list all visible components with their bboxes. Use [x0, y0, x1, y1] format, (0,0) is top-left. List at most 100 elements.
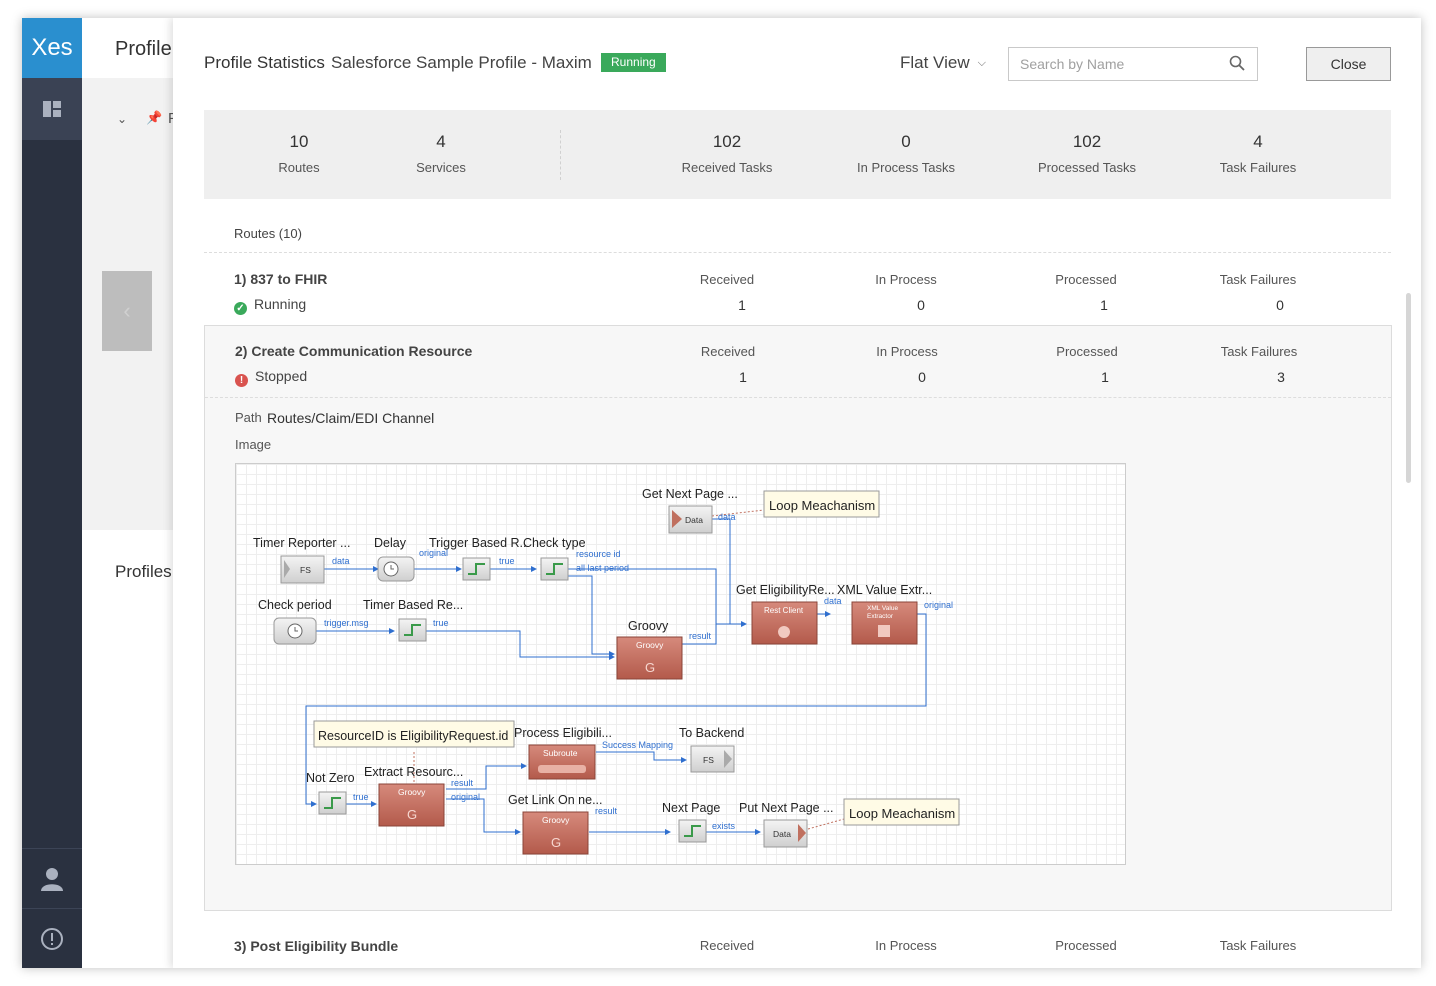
stat-value: 4 [436, 132, 446, 151]
stat-label: Services [416, 160, 466, 175]
diagram-nodes[interactable]: Get Next Page ... Data Timer Reporter ...… [253, 487, 932, 855]
route-row[interactable]: 1) 837 to FHIR ✓ Running Received 1 In Pr… [204, 254, 1391, 324]
svg-text:FS: FS [300, 565, 311, 575]
view-select[interactable]: Flat View ⌵ [900, 53, 986, 73]
image-label: Image [235, 437, 272, 452]
svg-text:data: data [824, 596, 842, 606]
dashboard-icon [43, 101, 61, 117]
node-extract-resource[interactable]: Extract Resourc... Groovy G [364, 765, 463, 827]
chevron-down-icon[interactable]: ⌄ [117, 112, 128, 126]
route-name[interactable]: 3) Post Eligibility Bundle [234, 938, 399, 954]
svg-text:result: result [689, 631, 712, 641]
route-detail-expanded: 2) Create Communication Resource ! Stoppe… [204, 325, 1392, 911]
route-name[interactable]: 1) 837 to FHIR [234, 271, 328, 287]
node-timer-based[interactable]: Timer Based Re... [363, 598, 463, 642]
user-icon [41, 867, 63, 891]
route-status-text: Running [254, 296, 307, 312]
stat-value: 4 [1253, 132, 1263, 151]
route-in-process: 0 [917, 297, 925, 313]
route-name[interactable]: 2) Create Communication Resource [235, 343, 473, 359]
svg-text:result: result [595, 806, 618, 816]
col-in-process: In Process [875, 272, 937, 287]
route-processed: 1 [1100, 297, 1108, 313]
svg-text:To Backend: To Backend [679, 726, 744, 740]
node-put-next-page[interactable]: Put Next Page ... Data [739, 801, 834, 848]
nav-user[interactable] [22, 848, 82, 908]
svg-text:Get Link On ne...: Get Link On ne... [508, 793, 603, 807]
route-in-process: 0 [918, 369, 926, 385]
stat-value: 102 [712, 132, 742, 151]
col-received: Received [699, 938, 755, 953]
svg-text:original: original [924, 600, 953, 610]
svg-text:true: true [433, 618, 449, 628]
node-timer-reporter[interactable]: Timer Reporter ... FS [253, 536, 350, 584]
node-trigger-based[interactable]: Trigger Based R.. [429, 536, 527, 581]
route-diagram[interactable]: Loop Meachanism ResourceID is Eligibilit… [235, 463, 1126, 865]
collapse-arrow-icon[interactable]: ‹ [102, 271, 152, 351]
nav-dashboard[interactable] [22, 78, 82, 140]
svg-text:trigger.msg: trigger.msg [324, 618, 369, 628]
app-window: Xes Profile ⌄ 📌 F ‹ [22, 18, 1421, 968]
app-logo[interactable]: Xes [22, 18, 82, 78]
svg-text:Check period: Check period [258, 598, 332, 612]
divider [204, 252, 1391, 253]
svg-text:exists: exists [712, 821, 736, 831]
pin-icon[interactable]: 📌 [146, 110, 163, 125]
svg-text:ResourceID is EligibilityReque: ResourceID is EligibilityRequest.id [318, 729, 508, 743]
modal-title: Profile Statistics [204, 53, 325, 72]
route-task-failures: 3 [1277, 369, 1285, 385]
node-groovy[interactable]: Groovy Groovy G [616, 619, 683, 680]
note: Loop Meachanism [843, 798, 960, 826]
svg-text:result: result [451, 778, 474, 788]
svg-text:original: original [451, 792, 480, 802]
svg-text:Rest Client: Rest Client [764, 606, 804, 615]
node-get-eligibility[interactable]: Get EligibilityRe... Rest Client [736, 583, 835, 645]
col-task-failures: Task Failures [1219, 938, 1297, 953]
close-button[interactable]: Close [1306, 47, 1391, 81]
search-input[interactable] [1008, 47, 1258, 81]
svg-text:G: G [645, 660, 655, 675]
error-circle-icon: ! [235, 374, 248, 387]
routes-heading: Routes (10) [234, 226, 302, 241]
route-received: 1 [739, 369, 747, 385]
node-check-type[interactable]: Check type [523, 536, 586, 581]
svg-text:Delay: Delay [374, 536, 407, 550]
stat-label: Received Tasks [681, 160, 773, 175]
node-to-backend[interactable]: To Backend FS [679, 726, 744, 773]
diagram-notes: Loop Meachanism ResourceID is Eligibilit… [313, 490, 960, 826]
node-check-period[interactable]: Check period [258, 598, 332, 645]
node-next-page[interactable]: Next Page [662, 801, 720, 843]
stat-value: 0 [901, 132, 911, 151]
svg-text:Get EligibilityRe...: Get EligibilityRe... [736, 583, 835, 597]
check-circle-icon: ✓ [234, 302, 247, 315]
node-not-zero[interactable]: Not Zero [306, 771, 355, 815]
node-process-eligibility[interactable]: Process Eligibili... Subroute [514, 726, 612, 780]
background-title: Profile [115, 38, 172, 60]
profile-statistics-modal: Profile Statistics Salesforce Sample Pro… [173, 18, 1421, 968]
note: Loop Meachanism [763, 490, 880, 518]
col-in-process: In Process [876, 344, 938, 359]
route-status: ✓ Running [234, 296, 306, 315]
svg-text:Success Mapping: Success Mapping [602, 740, 673, 750]
col-received: Received [699, 272, 755, 287]
stats-summary: 10 Routes 4 Services 102 Received Tasks 0 In… [204, 110, 1391, 199]
node-get-next-page[interactable]: Get Next Page ... Data [642, 487, 738, 534]
dotted-note-links [413, 509, 845, 830]
background-section: Profiles [115, 562, 172, 581]
col-processed: Processed [1055, 272, 1117, 287]
nav-info[interactable] [22, 908, 82, 968]
search-icon[interactable] [1229, 55, 1245, 71]
route-row[interactable]: 3) Post Eligibility Bundle Received In P… [204, 918, 1391, 968]
svg-text:XML Value Extr...: XML Value Extr... [837, 583, 932, 597]
side-nav: Xes [22, 18, 82, 968]
background-panel: Profile ⌄ 📌 F ‹ Profiles [82, 18, 182, 968]
node-get-link[interactable]: Get Link On ne... Groovy G [508, 793, 603, 855]
node-delay[interactable]: Delay [374, 536, 415, 582]
svg-text:true: true [353, 792, 369, 802]
scrollbar[interactable] [1406, 293, 1411, 483]
profile-name: Salesforce Sample Profile - Maxim [331, 53, 592, 72]
chevron-down-icon: ⌵ [977, 57, 986, 70]
divider [205, 397, 1391, 398]
svg-text:Timer Based Re...: Timer Based Re... [363, 598, 463, 612]
